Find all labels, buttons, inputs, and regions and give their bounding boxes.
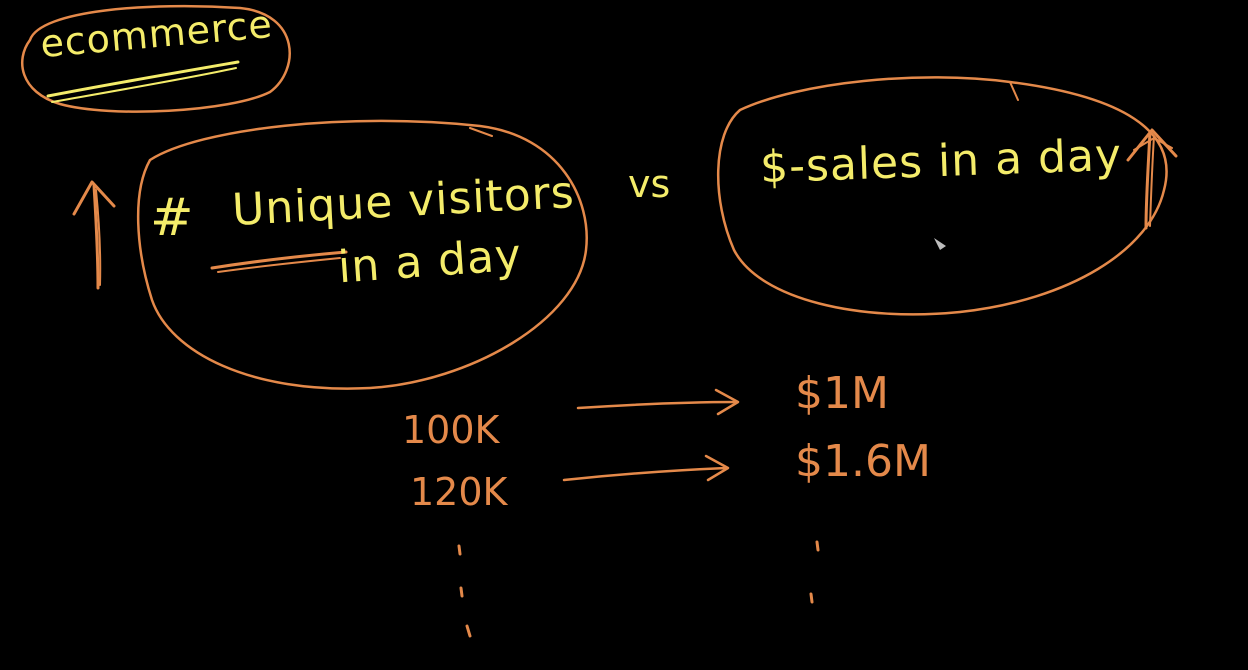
topic-underline [46,60,240,98]
pen-cursor-icon [934,238,946,250]
right-arrow-icon [562,454,730,482]
visitor-value-2: 120K [410,470,508,514]
sales-value-2: $1.6M [795,436,931,487]
up-arrow-icon [1126,128,1178,230]
hash-symbol: # [150,188,194,248]
visitor-value-1: 100K [402,408,500,452]
right-arrow-icon [576,388,740,416]
continuation-dots [457,540,820,638]
versus-label: vs [628,162,671,206]
sales-bubble [716,76,1168,316]
sales-value-1: $1M [795,368,889,419]
visitors-bubble [136,119,588,390]
unique-underline [210,250,348,270]
up-arrow-icon [72,180,116,290]
